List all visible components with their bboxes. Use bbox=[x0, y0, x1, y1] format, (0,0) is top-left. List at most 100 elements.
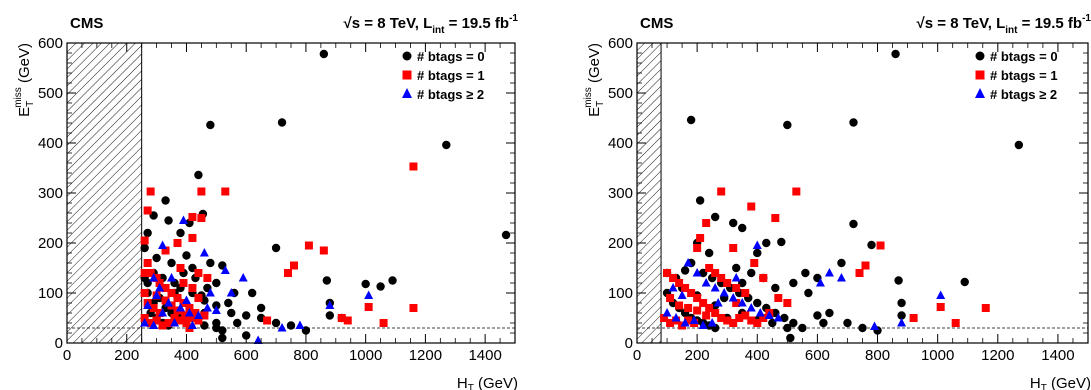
data-point-square-16 bbox=[161, 284, 170, 292]
data-point-square-0 bbox=[409, 162, 418, 171]
data-point-circle-39 bbox=[897, 298, 906, 308]
data-point-circle-40 bbox=[819, 318, 828, 328]
x-tick-label: 1200 bbox=[981, 347, 1014, 364]
data-point-square-12 bbox=[669, 274, 678, 282]
data-point-square-37 bbox=[909, 314, 918, 322]
data-point-square-3 bbox=[221, 187, 230, 196]
y-tick-label-part: 400 bbox=[608, 135, 633, 152]
energy-lumi-label-part: √s bbox=[344, 15, 361, 32]
data-point-circle-69 bbox=[218, 333, 227, 343]
data-point-circle-29 bbox=[789, 318, 798, 328]
data-point-square-1 bbox=[792, 187, 801, 196]
data-point-circle-70 bbox=[704, 248, 714, 258]
data-point-triangle-11 bbox=[773, 313, 783, 322]
data-point-circle-16 bbox=[206, 258, 215, 268]
data-point-triangle-15 bbox=[184, 308, 194, 317]
data-point-square-11 bbox=[319, 246, 328, 255]
data-point-square-11 bbox=[663, 269, 672, 277]
y-tick-label: 300 bbox=[38, 185, 63, 202]
y-tick-label: 400 bbox=[608, 135, 633, 152]
data-point-circle-51 bbox=[218, 326, 227, 335]
y-tick-label: 100 bbox=[38, 285, 63, 302]
data-point-square-18 bbox=[705, 304, 714, 312]
data-point-circle-68 bbox=[804, 288, 813, 298]
data-point-square-45 bbox=[732, 284, 741, 292]
data-point-square-14 bbox=[152, 274, 161, 282]
data-point-circle-2 bbox=[783, 120, 792, 130]
legend-marker-circle bbox=[975, 51, 985, 61]
data-point-circle-8 bbox=[738, 223, 747, 233]
data-point-circle-26 bbox=[227, 308, 236, 318]
y-tick-label: 600 bbox=[608, 35, 633, 52]
y-tick-label-part: 500 bbox=[38, 85, 63, 102]
cms-label-part: CMS bbox=[70, 15, 103, 32]
data-point-circle-37 bbox=[894, 276, 903, 285]
y-tick-label-part: 600 bbox=[38, 35, 63, 52]
data-point-circle-4 bbox=[1014, 140, 1024, 150]
x-tick-label-part: 1400 bbox=[468, 347, 501, 364]
data-point-square-20 bbox=[717, 314, 726, 322]
data-point-square-5 bbox=[696, 234, 705, 242]
data-point-triangle-17 bbox=[707, 318, 717, 327]
data-point-circle-38 bbox=[960, 277, 969, 287]
y-tick-label-part: 500 bbox=[608, 85, 633, 102]
data-point-circle-36 bbox=[897, 311, 906, 320]
y-tick-label-part: 300 bbox=[38, 185, 63, 202]
data-point-triangle-9 bbox=[755, 308, 765, 317]
data-point-circle-28 bbox=[780, 313, 789, 323]
x-tick-label: 600 bbox=[805, 347, 830, 364]
data-point-circle-11 bbox=[762, 238, 771, 248]
data-point-triangle-13 bbox=[671, 313, 681, 322]
data-point-square-5 bbox=[188, 213, 197, 221]
x-axis-label-part: (GeV) bbox=[1047, 375, 1091, 390]
data-point-square-42 bbox=[379, 319, 388, 327]
x-tick-label-part: 200 bbox=[685, 347, 710, 364]
data-point-circle-1 bbox=[206, 120, 215, 130]
data-point-circle-30 bbox=[798, 323, 807, 333]
data-point-circle-10 bbox=[176, 228, 185, 238]
data-point-circle-29 bbox=[271, 318, 281, 328]
data-point-circle-62 bbox=[247, 288, 257, 298]
y-axis-label-part: (GeV) bbox=[16, 43, 33, 87]
data-point-square-56 bbox=[180, 311, 189, 320]
data-point-square-12 bbox=[143, 259, 152, 267]
x-tick-label: 200 bbox=[685, 347, 710, 364]
data-point-square-4 bbox=[143, 206, 152, 215]
x-tick-label-part: 800 bbox=[865, 347, 890, 364]
data-point-triangle-12 bbox=[662, 308, 672, 317]
data-point-square-27 bbox=[759, 314, 768, 322]
x-axis-label-part: H bbox=[1030, 375, 1041, 390]
data-point-square-18 bbox=[173, 294, 182, 302]
data-point-circle-17 bbox=[680, 266, 690, 275]
data-point-square-34 bbox=[188, 314, 197, 322]
data-point-square-49 bbox=[693, 306, 702, 315]
data-point-circle-7 bbox=[729, 218, 738, 228]
data-point-square-19 bbox=[711, 309, 720, 317]
x-axis-label: HT (GeV) bbox=[457, 375, 518, 390]
data-point-triangle-17 bbox=[202, 303, 212, 312]
data-point-square-51 bbox=[140, 269, 149, 277]
y-tick-label-part: 100 bbox=[608, 285, 633, 302]
scatter-panel-right: 0 200 400 600 800 1000 1200 1400 0 100 200 300 400 50… bbox=[583, 13, 1091, 390]
data-point-square-51 bbox=[750, 259, 759, 267]
x-tick-label: 1400 bbox=[468, 347, 501, 364]
energy-lumi-label-part: √s bbox=[917, 15, 934, 32]
x-tick-label: 400 bbox=[174, 347, 199, 364]
x-tick-label-part: 200 bbox=[114, 347, 139, 364]
energy-lumi-label-part: = 19.5 fb bbox=[1017, 15, 1082, 32]
y-tick-label: 500 bbox=[608, 85, 633, 102]
data-point-circle-66 bbox=[212, 318, 221, 328]
x-tick-label: 1400 bbox=[1041, 347, 1074, 364]
data-point-circle-6 bbox=[710, 212, 720, 222]
y-axis-label: ETmiss (GeV) bbox=[13, 43, 36, 117]
data-point-square-31 bbox=[660, 314, 669, 322]
x-axis-label-part: T bbox=[468, 383, 474, 390]
legend-marker-circle bbox=[402, 51, 412, 61]
x-tick-label-part: 1000 bbox=[921, 347, 954, 364]
data-point-square-9 bbox=[161, 246, 170, 255]
y-tick-label-part: 200 bbox=[608, 235, 633, 252]
data-point-triangle-27 bbox=[713, 298, 723, 307]
energy-lumi-label-part: int bbox=[432, 25, 445, 36]
data-point-square-10 bbox=[304, 241, 313, 250]
data-point-square-44 bbox=[723, 279, 732, 287]
